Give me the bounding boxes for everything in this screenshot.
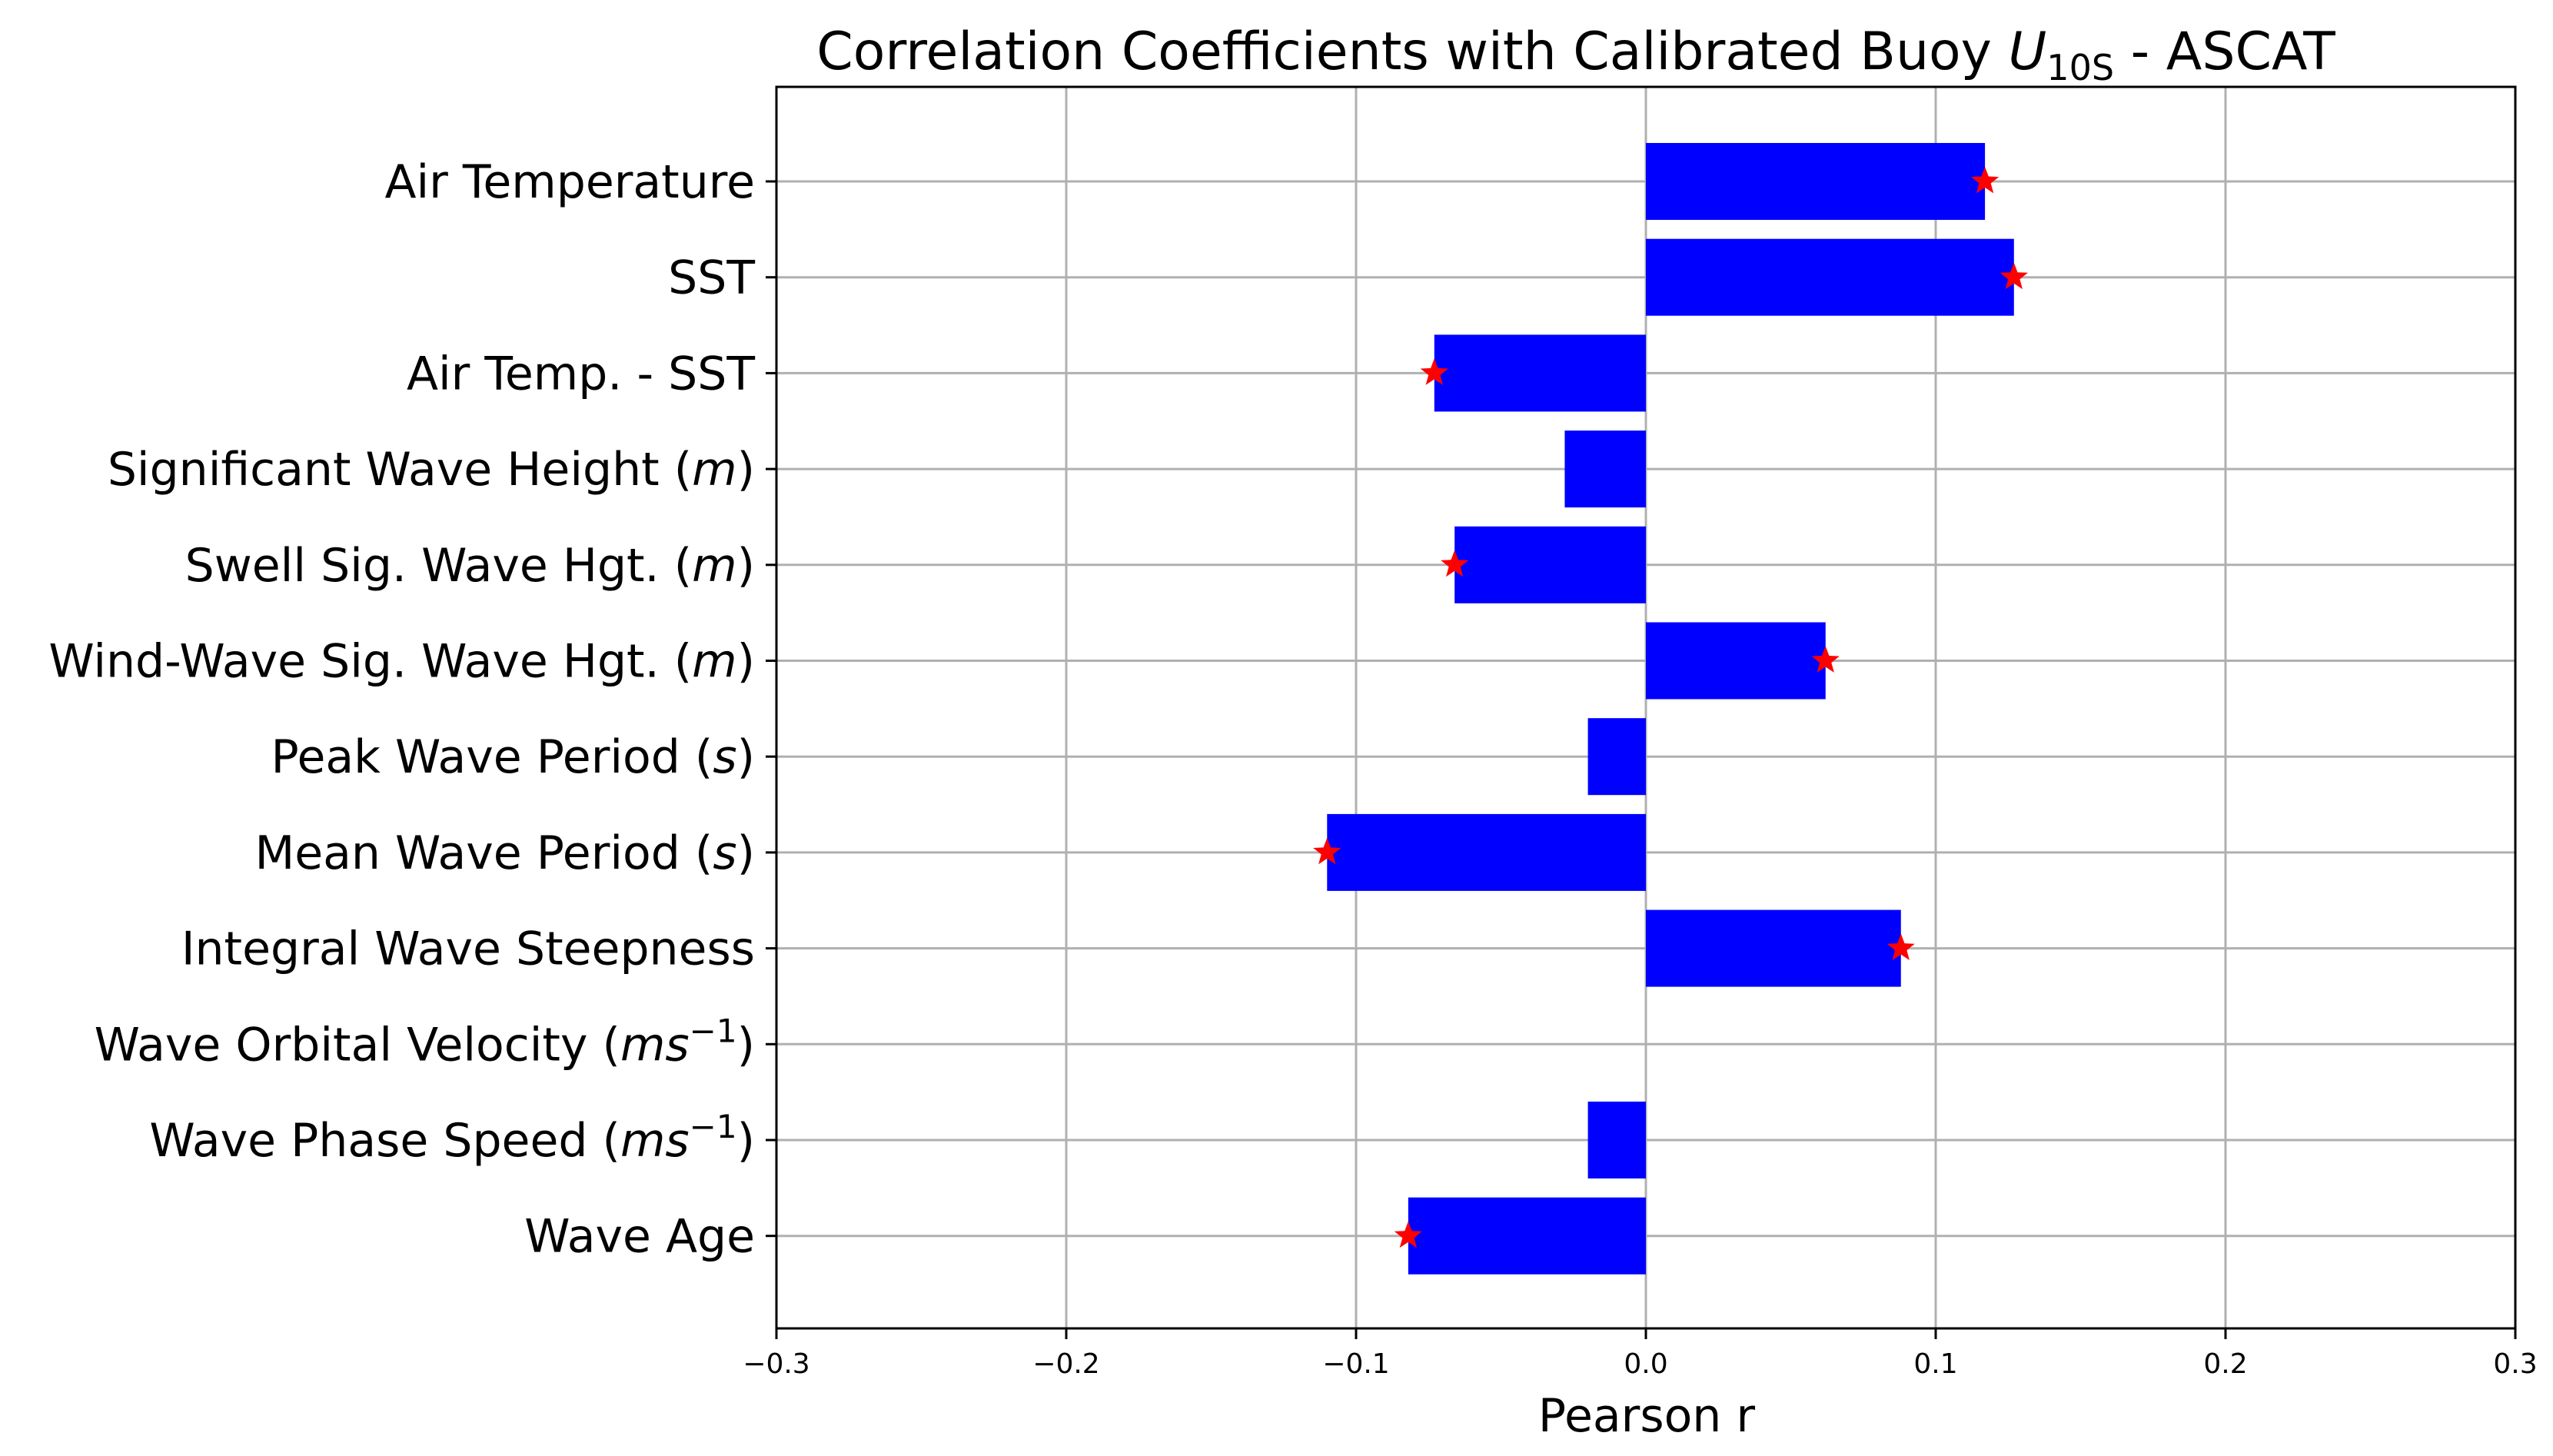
bar: [1434, 334, 1646, 412]
x-tick-label: 0.1: [1913, 1348, 1957, 1380]
category-label: Wind-Wave Sig. Wave Hgt. (m): [48, 635, 755, 689]
bar: [1454, 526, 1646, 603]
x-tick-label: 0.2: [2203, 1348, 2247, 1380]
category-label: Air Temp. - SST: [407, 347, 755, 401]
category-label: Air Temperature: [384, 155, 755, 209]
bar: [1646, 238, 2014, 316]
x-axis-label: Pearson r: [1538, 1389, 1755, 1443]
title-suffix: - ASCAT: [2114, 22, 2335, 82]
category-label: Peak Wave Period (s): [271, 730, 755, 784]
title-subscript: 10S: [2046, 47, 2114, 88]
star-marker: [1886, 933, 1915, 960]
bar: [1587, 1102, 1646, 1178]
category-label: Significant Wave Height (m): [108, 443, 755, 497]
x-tick-label: 0.3: [2493, 1348, 2537, 1380]
star-marker: [1394, 1221, 1422, 1248]
bar: [1408, 1197, 1646, 1275]
bar: [1646, 143, 1986, 220]
star-marker: [2000, 262, 2028, 290]
category-label: SST: [668, 251, 755, 305]
bar: [1646, 622, 1826, 700]
star-marker: [1420, 358, 1448, 385]
star-marker: [1313, 837, 1341, 865]
star-marker: [1811, 646, 1840, 673]
category-label: Wave Phase Speed (ms−1): [149, 1108, 755, 1168]
category-label: Wave Age: [524, 1210, 755, 1264]
significance-markers: [1313, 167, 2028, 1248]
category-label: Integral Wave Steepness: [181, 922, 755, 976]
title-symbol: U: [2009, 22, 2047, 82]
x-tick-label: −0.1: [1322, 1348, 1389, 1380]
bar: [1327, 813, 1646, 891]
category-label: Swell Sig. Wave Hgt. (m): [185, 539, 755, 593]
y-axis-ticks: Air Temperature SST Air Temp. - SST Signifi…: [48, 155, 776, 1264]
star-marker: [1971, 167, 2000, 194]
chart-title: Correlation Coefficients with Calibrated…: [816, 22, 2335, 88]
bar: [1646, 909, 1901, 987]
x-tick-label: −0.3: [743, 1348, 809, 1380]
bars: [1327, 143, 2014, 1275]
title-prefix: Correlation Coefficients with Calibrated…: [816, 22, 2008, 82]
category-label: Mean Wave Period (s): [254, 826, 755, 880]
category-label: Wave Orbital Velocity (ms−1): [95, 1012, 755, 1072]
x-tick-label: −0.2: [1032, 1348, 1099, 1380]
x-axis-ticks: −0.3 −0.2 −0.1 0.0 0.1 0.2 0.3: [743, 1328, 2538, 1380]
star-marker: [1441, 550, 1469, 577]
bar: [1587, 718, 1646, 796]
x-tick-label: 0.0: [1624, 1348, 1667, 1380]
bar: [1564, 430, 1646, 508]
